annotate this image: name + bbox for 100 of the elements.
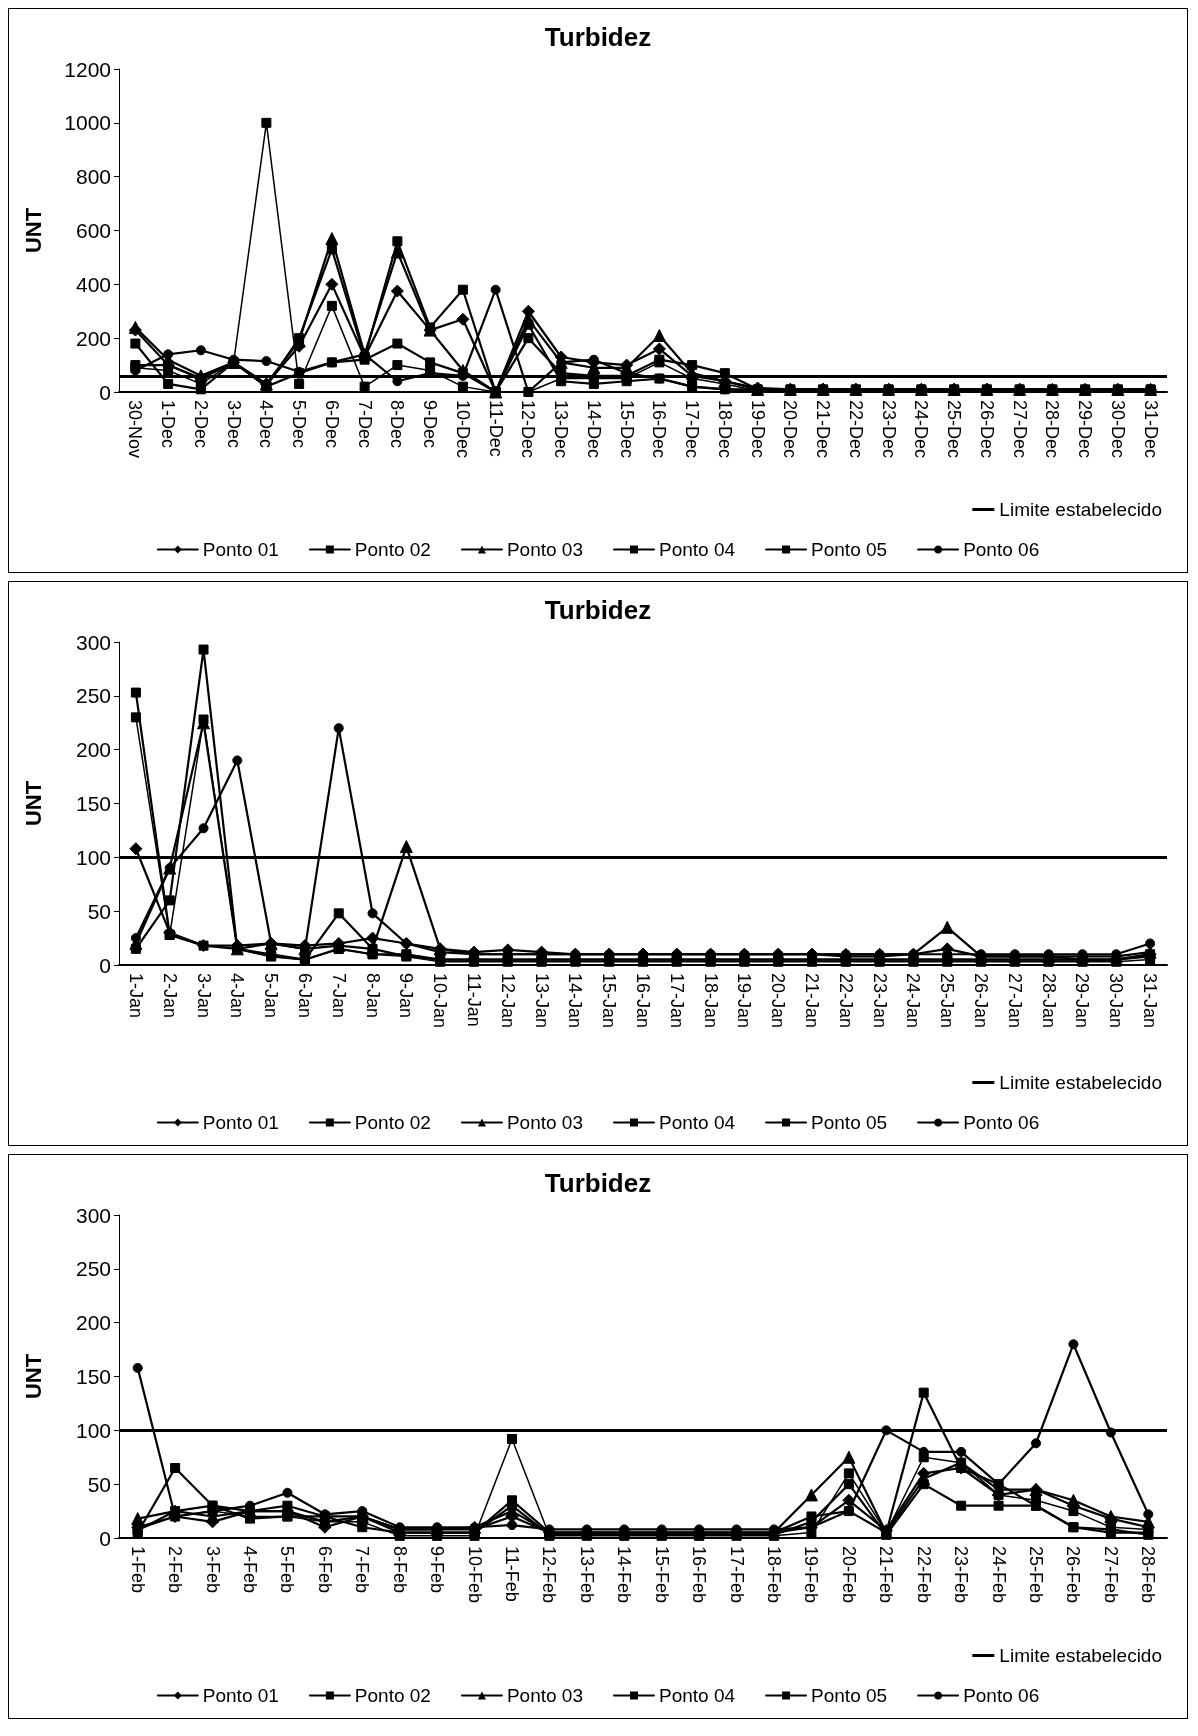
x-tick-label: 28-Feb (1138, 1546, 1159, 1604)
y-tick-label: 200 (75, 738, 111, 762)
legend-label: Ponto 03 (506, 1112, 584, 1133)
x-tick-label: 25-Feb (1026, 1546, 1046, 1604)
y-tick-label: 150 (75, 1365, 111, 1388)
legend-label: Ponto 06 (963, 539, 1040, 560)
y-tick-label: 300 (75, 1203, 111, 1227)
x-tick-label: 27-Dec (1009, 400, 1030, 459)
x-tick-label: 14-Jan (565, 973, 586, 1029)
x-tick-label: 5-Jan (261, 973, 282, 1019)
legend-label: Ponto 01 (202, 539, 279, 560)
legend-label: Ponto 04 (659, 1112, 736, 1133)
legend-label: Limite estabelecido (999, 1645, 1163, 1666)
x-tick-label: 5-Dec (289, 400, 310, 449)
x-tick-label: 11-Feb (502, 1546, 522, 1602)
y-tick-label: 0 (99, 1526, 111, 1550)
x-tick-label: 24-Dec (911, 400, 932, 459)
x-tick-label: 28-Dec (1042, 400, 1063, 459)
x-tick-label: 17-Jan (666, 973, 687, 1029)
y-tick-label: 250 (75, 684, 111, 708)
x-tick-label: 3-Feb (202, 1546, 223, 1594)
x-tick-label: 19-Dec (747, 400, 768, 459)
legend-label: Ponto 06 (963, 1685, 1040, 1706)
x-tick-label: 15-Dec (616, 400, 637, 459)
y-tick-label: 0 (99, 380, 111, 404)
legend-label: Ponto 03 (506, 539, 584, 560)
x-tick-label: 2-Dec (190, 400, 211, 449)
x-tick-label: 12-Dec (518, 400, 539, 459)
y-tick-label: 400 (75, 272, 111, 296)
x-tick-label: 18-Jan (700, 973, 721, 1029)
x-tick-label: 8-Jan (362, 973, 383, 1019)
x-tick-label: 18-Feb (764, 1546, 784, 1604)
x-tick-label: 3-Jan (193, 973, 214, 1019)
legend-label: Limite estabelecido (999, 499, 1163, 520)
x-tick-label: 27-Feb (1100, 1546, 1121, 1604)
y-tick-label: 0 (99, 953, 111, 977)
x-tick-label: 1-Feb (127, 1546, 148, 1594)
y-tick-label: 1200 (64, 57, 111, 81)
x-tick-label: 21-Jan (802, 973, 823, 1029)
legend-label: Ponto 01 (202, 1112, 279, 1133)
legend-label: Ponto 01 (202, 1685, 279, 1706)
x-tick-label: 9-Feb (427, 1546, 448, 1594)
x-tick-label: 17-Dec (682, 400, 703, 459)
x-tick-label: 6-Feb (314, 1546, 335, 1594)
x-tick-label: 1-Dec (158, 400, 179, 449)
x-tick-label: 15-Feb (651, 1546, 672, 1604)
x-tick-label: 20-Dec (780, 400, 801, 459)
x-tick-label: 13-Jan (531, 973, 552, 1029)
x-tick-label: 26-Dec (976, 400, 997, 459)
x-tick-label: 11-Jan (463, 973, 484, 1027)
y-tick-label: 250 (75, 1257, 111, 1281)
y-tick-label: 200 (75, 326, 111, 350)
x-tick-label: 24-Feb (988, 1546, 1009, 1604)
x-tick-label: 22-Dec (845, 400, 866, 459)
x-tick-label: 7-Jan (328, 973, 349, 1019)
legend-label: Ponto 05 (811, 1685, 888, 1706)
y-tick-label: 800 (75, 165, 111, 189)
x-tick-label: 19-Jan (734, 973, 755, 1029)
x-tick-label: 30-Jan (1106, 973, 1127, 1029)
x-tick-label: 30-Dec (1107, 400, 1128, 459)
y-tick-label: 50 (87, 899, 111, 923)
x-tick-label: 3-Dec (223, 400, 244, 449)
x-tick-label: 29-Jan (1072, 973, 1093, 1029)
x-tick-label: 26-Feb (1063, 1546, 1084, 1604)
x-tick-label: 18-Dec (714, 400, 735, 459)
y-tick-label: 200 (75, 1311, 111, 1335)
x-tick-label: 19-Feb (801, 1546, 822, 1604)
x-tick-label: 10-Jan (430, 973, 451, 1029)
y-tick-label: 100 (75, 845, 111, 869)
x-tick-label: 31-Jan (1140, 973, 1161, 1029)
y-axis-title: UNT (20, 780, 46, 827)
y-tick-label: 600 (75, 219, 111, 242)
x-tick-label: 16-Feb (689, 1546, 710, 1604)
legend-label: Ponto 04 (659, 539, 736, 560)
x-tick-label: 9-Jan (396, 973, 417, 1019)
y-tick-label: 150 (75, 792, 111, 815)
legend-label: Limite estabelecido (999, 1072, 1163, 1093)
x-tick-label: 25-Dec (944, 400, 965, 459)
x-tick-label: 17-Feb (726, 1546, 747, 1604)
x-tick-label: 10-Feb (464, 1546, 485, 1604)
x-tick-label: 8-Feb (389, 1546, 410, 1594)
legend-label: Ponto 06 (963, 1112, 1040, 1133)
x-tick-label: 13-Dec (551, 400, 572, 459)
x-tick-label: 22-Jan (835, 973, 856, 1029)
x-tick-label: 6-Dec (321, 400, 342, 449)
x-tick-label: 16-Dec (649, 400, 670, 459)
x-tick-label: 24-Jan (903, 973, 924, 1029)
chart-title: Turbidez (544, 595, 652, 625)
y-tick-label: 100 (75, 1418, 111, 1442)
x-tick-label: 12-Jan (497, 973, 518, 1029)
y-axis-title: UNT (20, 1353, 46, 1400)
x-tick-label: 8-Dec (387, 400, 408, 449)
y-tick-label: 300 (75, 630, 111, 654)
legend-label: Ponto 05 (811, 1112, 888, 1133)
x-tick-label: 22-Feb (913, 1546, 934, 1604)
x-tick-label: 6-Jan (294, 973, 315, 1019)
x-tick-label: 4-Dec (256, 400, 277, 449)
x-tick-label: 5-Feb (277, 1546, 298, 1594)
y-tick-label: 1000 (64, 111, 111, 135)
x-tick-label: 12-Feb (539, 1546, 560, 1604)
